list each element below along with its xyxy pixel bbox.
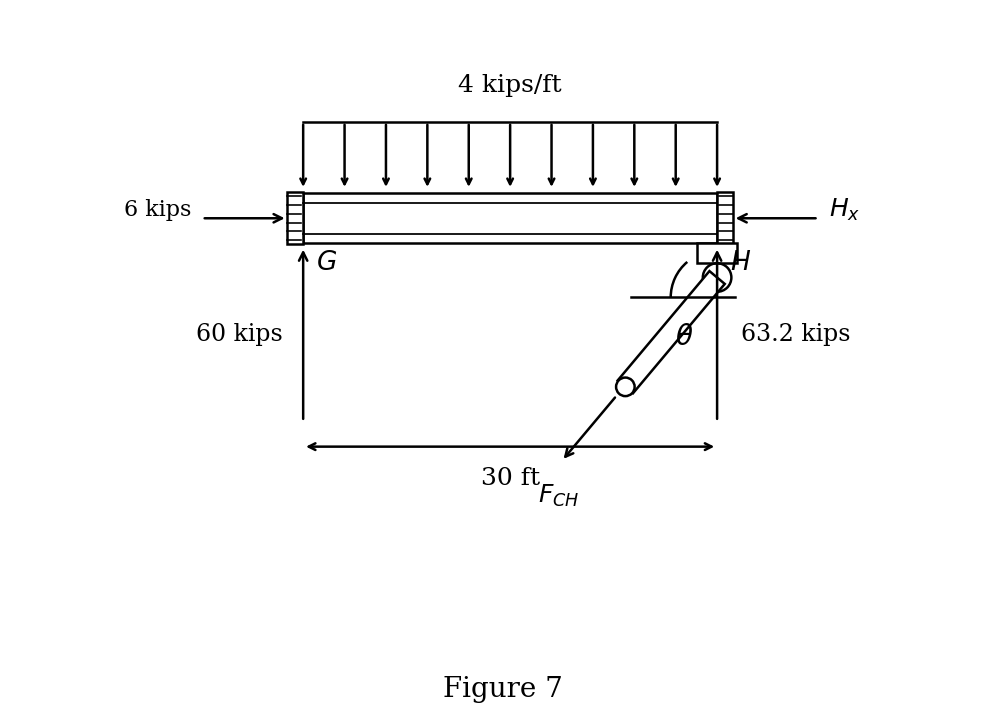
Text: 4 kips/ft: 4 kips/ft — [459, 74, 562, 97]
Polygon shape — [697, 243, 736, 264]
Text: 6 kips: 6 kips — [124, 199, 191, 221]
Text: 60 kips: 60 kips — [195, 323, 283, 346]
Text: $G$: $G$ — [316, 251, 337, 277]
Polygon shape — [717, 192, 732, 245]
Text: $\theta$: $\theta$ — [675, 323, 694, 351]
Text: 63.2 kips: 63.2 kips — [740, 323, 850, 346]
Text: $H$: $H$ — [730, 251, 751, 277]
Text: $H_x$: $H_x$ — [829, 196, 860, 223]
Text: 30 ft: 30 ft — [481, 466, 539, 490]
Polygon shape — [303, 193, 717, 243]
Polygon shape — [288, 192, 303, 245]
Polygon shape — [618, 271, 724, 393]
Text: Figure 7: Figure 7 — [443, 676, 563, 703]
Circle shape — [616, 378, 635, 396]
Text: $F_{CH}$: $F_{CH}$ — [537, 482, 578, 508]
